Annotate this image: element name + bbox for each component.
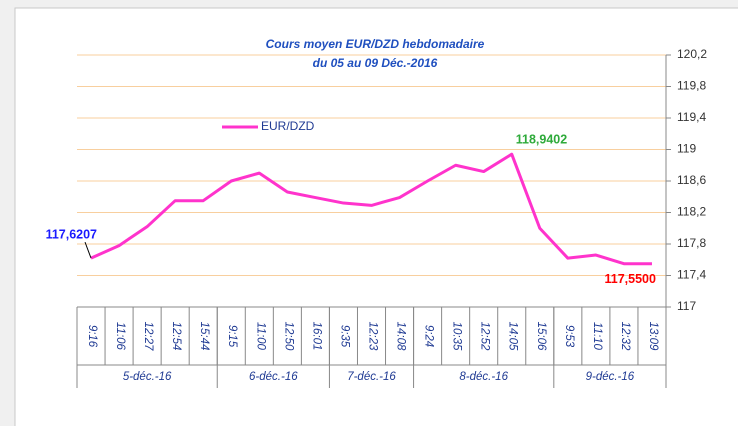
x-tick-label: 14:08 [395,322,407,351]
x-tick-label: 9:16 [86,325,98,348]
series-line [90,152,652,266]
x-tick-label: 15:06 [535,322,547,351]
x-tick-label: 13:09 [647,322,659,351]
y-tick-label: 119,8 [677,79,706,93]
x-tick-label: 11:10 [591,322,603,351]
y-tick-label: 117,4 [677,268,706,282]
y-tick-label: 118,2 [677,205,706,219]
group-label: 8-déc.-16 [459,371,508,383]
x-tick-label: 12:50 [282,322,294,351]
y-tick-label: 118,6 [677,173,706,187]
chart-title: Cours moyen EUR/DZD hebdomadaire [266,37,485,51]
x-tick-label: 12:27 [142,322,154,351]
chart-subtitle: du 05 au 09 Déc.-2016 [313,56,438,70]
y-tick-label: 117 [677,299,696,313]
y-tick-label: 119 [677,142,696,156]
value-label: 117,6207 [46,227,97,241]
group-label: 5-déc.-16 [123,371,172,383]
x-tick-label: 9:24 [423,325,435,347]
x-tick-label: 12:54 [170,322,182,351]
x-tick-label: 10:35 [451,322,463,351]
y-tick-label: 117,8 [677,236,706,250]
x-tick-label: 9:15 [226,325,238,348]
x-tick-label: 11:00 [254,322,266,351]
group-label: 7-déc.-16 [347,371,396,383]
y-tick-label: 120,2 [677,47,707,61]
x-tick-label: 14:05 [507,322,519,351]
group-label: 9-déc.-16 [586,371,635,383]
x-tick-label: 15:44 [198,322,210,351]
group-label: 6-déc.-16 [249,371,298,383]
value-label: 117,5500 [605,272,656,286]
label-leader [84,241,92,259]
x-tick-label: 12:23 [366,322,378,351]
x-tick-label: 12:32 [619,322,631,351]
x-tick-label: 9:53 [563,325,575,348]
legend-label: EUR/DZD [261,119,315,133]
x-tick-label: 9:35 [338,325,350,348]
value-label: 118,9402 [516,133,567,147]
y-tick-label: 119,4 [677,110,706,124]
x-tick-label: 11:06 [114,322,126,351]
chart-panel [14,7,738,426]
x-tick-label: 12:52 [479,322,491,351]
x-tick-label: 16:01 [310,322,322,351]
